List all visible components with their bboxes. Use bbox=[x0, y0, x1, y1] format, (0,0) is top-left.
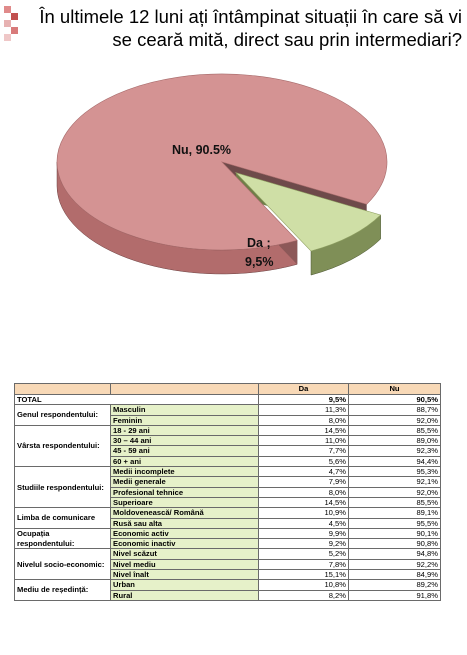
category-cell: Moldovenească/ Română bbox=[110, 507, 259, 519]
pie-slice-nu bbox=[56, 73, 388, 251]
table-row: Medii generale 7,9% 92,1% bbox=[15, 476, 441, 488]
value-da-cell: 8,0% bbox=[258, 414, 349, 426]
category-cell: 30 – 44 ani bbox=[110, 435, 259, 447]
category-cell: Rural bbox=[110, 589, 259, 601]
category-cell: Profesional tehnice bbox=[110, 486, 259, 498]
table-row: Genul respondentului: Masculin 11,3% 88,7% bbox=[14, 404, 441, 426]
value-nu-cell: 92,1% bbox=[348, 476, 441, 488]
category-cell: Nivel înalt bbox=[110, 569, 259, 581]
table-header-row: Da Nu bbox=[14, 383, 441, 395]
value-nu-cell: 89,0% bbox=[348, 435, 441, 447]
value-da-cell: 10,9% bbox=[258, 507, 349, 519]
header-empty-2 bbox=[110, 383, 259, 395]
value-nu-cell: 94,8% bbox=[348, 548, 441, 560]
value-da-cell: 14,5% bbox=[258, 424, 349, 437]
page-title: În ultimele 12 luni ați întâmpinat situa… bbox=[39, 6, 462, 50]
group-label: Vârsta respondentului: bbox=[14, 424, 111, 468]
value-nu-cell: 85,5% bbox=[348, 424, 441, 437]
value-nu-cell: 89,1% bbox=[348, 507, 441, 519]
pie-label-da-line2: 9,5% bbox=[245, 255, 274, 269]
group-label: Mediu de reședință: bbox=[14, 579, 111, 601]
value-da-cell: 8,0% bbox=[258, 486, 349, 498]
category-cell: 45 - 59 ani bbox=[110, 445, 259, 457]
table-row: Studiile respondentului: Medii incomplete… bbox=[14, 466, 441, 509]
category-cell: Medii incomplete bbox=[110, 466, 259, 478]
value-nu-cell: 84,9% bbox=[348, 569, 441, 581]
category-cell: 18 - 29 ani bbox=[110, 424, 259, 437]
value-nu-cell: 95,3% bbox=[348, 466, 441, 478]
category-cell: 60 + ani bbox=[110, 455, 259, 468]
group-label: Studiile respondentului: bbox=[14, 466, 111, 509]
total-da: 9,5% bbox=[258, 393, 349, 406]
table-row: Rusă sau alta 4,5% 95,5% bbox=[15, 517, 441, 529]
group-label: Limba de comunicare bbox=[14, 507, 111, 529]
category-cell: Economic inactiv bbox=[110, 538, 259, 550]
results-table: Da Nu TOTAL 9,5% 90,5% Genul respondentu… bbox=[14, 383, 441, 601]
value-da-cell: 5,6% bbox=[258, 455, 349, 468]
category-cell: Urban bbox=[110, 579, 259, 591]
category-cell: Nivel mediu bbox=[110, 558, 259, 571]
value-da-cell: 15,1% bbox=[258, 569, 349, 581]
pie-label-nu: Nu, 90.5% bbox=[172, 143, 231, 157]
table-row: Feminin 8,0% 92,0% bbox=[15, 414, 441, 426]
header-nu: Nu bbox=[348, 383, 441, 395]
category-cell: Economic activ bbox=[110, 527, 259, 540]
value-nu-cell: 85,5% bbox=[348, 496, 441, 509]
value-nu-cell: 95,5% bbox=[348, 517, 441, 529]
table-row: Ocupația respondentului: Economic activ 9,… bbox=[14, 527, 441, 550]
value-nu-cell: 92,3% bbox=[348, 445, 441, 457]
value-da-cell: 10,8% bbox=[258, 579, 349, 591]
table-row: Vârsta respondentului: 18 - 29 ani 14,5% 85… bbox=[14, 424, 441, 468]
decorative-bullet-icon bbox=[4, 6, 18, 44]
table-row: Rural 8,2% 91,8% bbox=[15, 589, 441, 601]
total-nu: 90,5% bbox=[348, 393, 441, 406]
category-cell: Feminin bbox=[110, 414, 259, 426]
value-da-cell: 9,9% bbox=[258, 527, 349, 540]
table-row: Nivelul socio-economic: Nivel scăzut 5,2% 9… bbox=[14, 548, 441, 581]
pie-slice-da bbox=[234, 172, 382, 252]
header-empty-1 bbox=[14, 383, 111, 395]
group-label: Nivelul socio-economic: bbox=[14, 548, 111, 581]
value-da-cell: 4,7% bbox=[258, 466, 349, 478]
pie-chart: Nu, 90.5% Da ; 9,5% bbox=[56, 73, 388, 276]
value-nu-cell: 88,7% bbox=[348, 404, 441, 416]
pie-label-da-line1: Da ; bbox=[247, 236, 271, 250]
group-label: Ocupația respondentului: bbox=[14, 527, 111, 550]
table-row: Mediu de reședință: Urban 10,8% 89,2% bbox=[14, 579, 441, 601]
value-da-cell: 9,2% bbox=[258, 538, 349, 550]
category-cell: Rusă sau alta bbox=[110, 517, 259, 529]
category-cell: Medii generale bbox=[110, 476, 259, 488]
category-cell: Superioare bbox=[110, 496, 259, 509]
value-nu-cell: 90,8% bbox=[348, 538, 441, 550]
category-cell: Nivel scăzut bbox=[110, 548, 259, 560]
table-row-total: TOTAL 9,5% 90,5% bbox=[14, 393, 441, 406]
table-row: Limba de comunicare Moldovenească/ Română… bbox=[14, 507, 441, 529]
table-row: 30 – 44 ani 11,0% 89,0% bbox=[15, 435, 441, 447]
value-nu-cell: 92,0% bbox=[348, 486, 441, 498]
value-nu-cell: 90,1% bbox=[348, 527, 441, 540]
value-da-cell: 11,0% bbox=[258, 435, 349, 447]
value-da-cell: 14,5% bbox=[258, 496, 349, 509]
value-da-cell: 7,8% bbox=[258, 558, 349, 571]
total-label: TOTAL bbox=[14, 393, 259, 406]
group-label: Genul respondentului: bbox=[14, 404, 111, 426]
value-nu-cell: 91,8% bbox=[348, 589, 441, 601]
value-da-cell: 11,3% bbox=[258, 404, 349, 416]
value-da-cell: 8,2% bbox=[258, 589, 349, 601]
value-nu-cell: 89,2% bbox=[348, 579, 441, 591]
header-da: Da bbox=[258, 383, 349, 395]
value-nu-cell: 92,2% bbox=[348, 558, 441, 571]
value-da-cell: 4,5% bbox=[258, 517, 349, 529]
value-nu-cell: 92,0% bbox=[348, 414, 441, 426]
value-da-cell: 7,7% bbox=[258, 445, 349, 457]
value-nu-cell: 94,4% bbox=[348, 455, 441, 468]
category-cell: Masculin bbox=[110, 404, 259, 416]
value-da-cell: 7,9% bbox=[258, 476, 349, 488]
value-da-cell: 5,2% bbox=[258, 548, 349, 560]
